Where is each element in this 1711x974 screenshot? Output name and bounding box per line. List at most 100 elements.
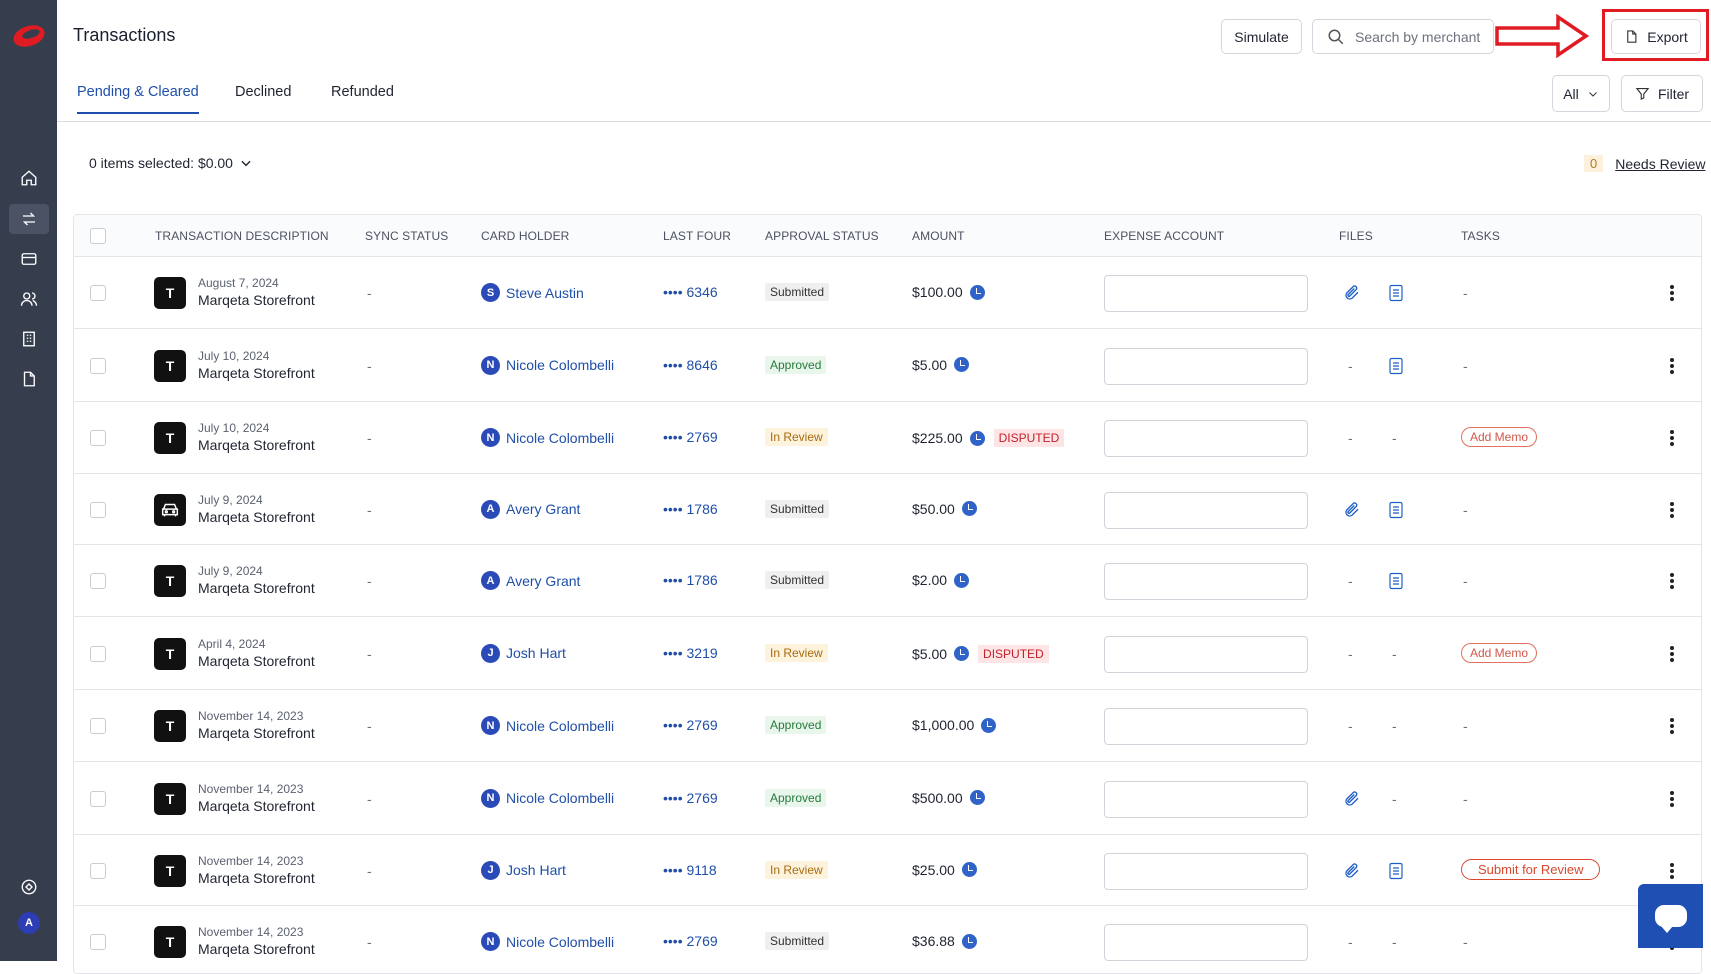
card-holder-link[interactable]: J Josh Hart	[481, 860, 566, 880]
paperclip-icon[interactable]	[1343, 862, 1361, 883]
more-options-icon[interactable]	[1670, 357, 1674, 374]
more-options-icon[interactable]	[1670, 645, 1674, 662]
column-header[interactable]: FILES	[1339, 229, 1373, 243]
last-four[interactable]: •••• 2769	[663, 429, 718, 445]
selection-summary[interactable]: 0 items selected: $0.00	[89, 155, 253, 171]
card-holder-link[interactable]: A Avery Grant	[481, 499, 580, 519]
card-holder-link[interactable]: N Nicole Colombelli	[481, 932, 614, 951]
more-options-icon[interactable]	[1670, 573, 1674, 589]
tab-pending-cleared[interactable]: Pending & Cleared	[77, 84, 199, 114]
last-four[interactable]: •••• 1786	[663, 572, 718, 588]
last-four[interactable]: •••• 2769	[663, 789, 718, 806]
chat-button[interactable]	[1638, 884, 1703, 948]
user-avatar[interactable]: A	[18, 912, 40, 934]
expense-account-field[interactable]	[1104, 420, 1308, 457]
last-four[interactable]: •••• 6346	[663, 284, 718, 300]
row-checkbox[interactable]	[90, 285, 106, 301]
needs-review-link[interactable]: Needs Review	[1615, 155, 1706, 172]
table-row[interactable]: T July 10, 2024 Marqeta Storefront - N Nicole…	[74, 402, 1701, 474]
receipt-icon[interactable]	[1388, 572, 1404, 593]
column-header[interactable]: APPROVAL STATUS	[765, 229, 879, 243]
row-checkbox[interactable]	[90, 862, 106, 879]
last-four[interactable]: •••• 2769	[663, 933, 718, 949]
transaction-description[interactable]: August 7, 2024 Marqeta Storefront	[198, 276, 315, 309]
row-checkbox[interactable]	[90, 501, 106, 518]
table-row[interactable]: T July 9, 2024 Marqeta Storefront - A Avery G…	[74, 545, 1701, 617]
transaction-description[interactable]: July 9, 2024 Marqeta Storefront	[198, 493, 315, 526]
transaction-description[interactable]: November 14, 2023 Marqeta Storefront	[198, 854, 315, 887]
transaction-description[interactable]: November 14, 2023 Marqeta Storefront	[198, 782, 315, 815]
expense-account-field[interactable]	[1104, 852, 1308, 890]
card-holder-link[interactable]: J Josh Hart	[481, 643, 566, 663]
more-options-icon[interactable]	[1670, 790, 1674, 807]
expense-account-field[interactable]	[1104, 924, 1308, 961]
row-checkbox[interactable]	[90, 430, 106, 446]
building-icon[interactable]	[14, 324, 44, 354]
expense-account-field[interactable]	[1104, 635, 1308, 673]
card-holder-link[interactable]: A Avery Grant	[481, 571, 580, 590]
row-checkbox[interactable]	[90, 934, 106, 950]
last-four[interactable]: •••• 8646	[663, 356, 718, 373]
expense-account-field[interactable]	[1104, 275, 1308, 312]
status-select[interactable]: All	[1552, 75, 1610, 112]
more-options-icon[interactable]	[1670, 862, 1674, 879]
column-header[interactable]: EXPENSE ACCOUNT	[1104, 229, 1225, 243]
more-options-icon[interactable]	[1670, 501, 1674, 518]
card-holder-link[interactable]: N Nicole Colombelli	[481, 788, 614, 808]
expense-account-field[interactable]	[1104, 563, 1308, 600]
card-holder-link[interactable]: S Steve Austin	[481, 283, 584, 302]
expense-account-field[interactable]	[1104, 491, 1308, 529]
card-icon[interactable]	[14, 244, 44, 274]
more-options-icon[interactable]	[1670, 430, 1674, 446]
receipt-icon[interactable]	[1388, 284, 1404, 305]
transaction-description[interactable]: July 9, 2024 Marqeta Storefront	[198, 564, 315, 597]
table-row[interactable]: T July 10, 2024 Marqeta Storefront - N Nicole…	[74, 329, 1701, 402]
paperclip-icon[interactable]	[1343, 501, 1361, 522]
expense-account-field[interactable]	[1104, 780, 1308, 818]
receipt-icon[interactable]	[1388, 862, 1404, 883]
card-holder-link[interactable]: N Nicole Colombelli	[481, 355, 614, 375]
transaction-description[interactable]: July 10, 2024 Marqeta Storefront	[198, 349, 315, 382]
column-header[interactable]: SYNC STATUS	[365, 229, 449, 243]
expense-account-field[interactable]	[1104, 708, 1308, 745]
last-four[interactable]: •••• 2769	[663, 717, 718, 733]
paperclip-icon[interactable]	[1343, 790, 1361, 811]
filter-button[interactable]: Filter	[1621, 75, 1703, 112]
row-checkbox[interactable]	[90, 718, 106, 734]
row-checkbox[interactable]	[90, 645, 106, 662]
last-four[interactable]: •••• 1786	[663, 500, 718, 517]
receipt-icon[interactable]	[1388, 357, 1404, 378]
column-header[interactable]: CARD HOLDER	[481, 229, 570, 243]
submit-for-review-button[interactable]: Submit for Review	[1461, 858, 1601, 880]
card-holder-link[interactable]: N Nicole Colombelli	[481, 428, 614, 447]
more-options-icon[interactable]	[1670, 718, 1674, 734]
card-holder-link[interactable]: N Nicole Colombelli	[481, 716, 614, 735]
tab-refunded[interactable]: Refunded	[331, 84, 394, 100]
column-header[interactable]: TASKS	[1461, 229, 1500, 243]
users-icon[interactable]	[14, 284, 44, 314]
table-row[interactable]: July 9, 2024 Marqeta Storefront - A Avery Gr…	[74, 474, 1701, 545]
transfer-icon[interactable]	[9, 204, 49, 234]
row-checkbox[interactable]	[90, 790, 106, 807]
transaction-description[interactable]: July 10, 2024 Marqeta Storefront	[198, 421, 315, 454]
table-row[interactable]: T November 14, 2023 Marqeta Storefront - J Jo…	[74, 835, 1701, 906]
column-header[interactable]: TRANSACTION DESCRIPTION	[155, 229, 329, 243]
expense-account-field[interactable]	[1104, 347, 1308, 385]
help-icon[interactable]	[14, 872, 44, 902]
table-row[interactable]: T November 14, 2023 Marqeta Storefront - N Ni…	[74, 906, 1701, 973]
row-checkbox[interactable]	[90, 573, 106, 589]
row-checkbox[interactable]	[90, 357, 106, 374]
transaction-description[interactable]: April 4, 2024 Marqeta Storefront	[198, 637, 315, 670]
tab-declined[interactable]: Declined	[235, 84, 292, 100]
table-row[interactable]: T April 4, 2024 Marqeta Storefront - J Josh H…	[74, 617, 1701, 690]
receipt-icon[interactable]	[1388, 501, 1404, 522]
table-row[interactable]: T November 14, 2023 Marqeta Storefront - N Ni…	[74, 690, 1701, 762]
last-four[interactable]: •••• 3219	[663, 644, 718, 661]
add-memo-button[interactable]: Add Memo	[1461, 642, 1538, 663]
last-four[interactable]: •••• 9118	[663, 861, 717, 878]
add-memo-button[interactable]: Add Memo	[1461, 427, 1538, 447]
transaction-description[interactable]: November 14, 2023 Marqeta Storefront	[198, 709, 315, 742]
table-row[interactable]: T November 14, 2023 Marqeta Storefront - N Ni…	[74, 762, 1701, 835]
document-icon[interactable]	[14, 364, 44, 394]
column-header[interactable]: LAST FOUR	[663, 229, 732, 243]
